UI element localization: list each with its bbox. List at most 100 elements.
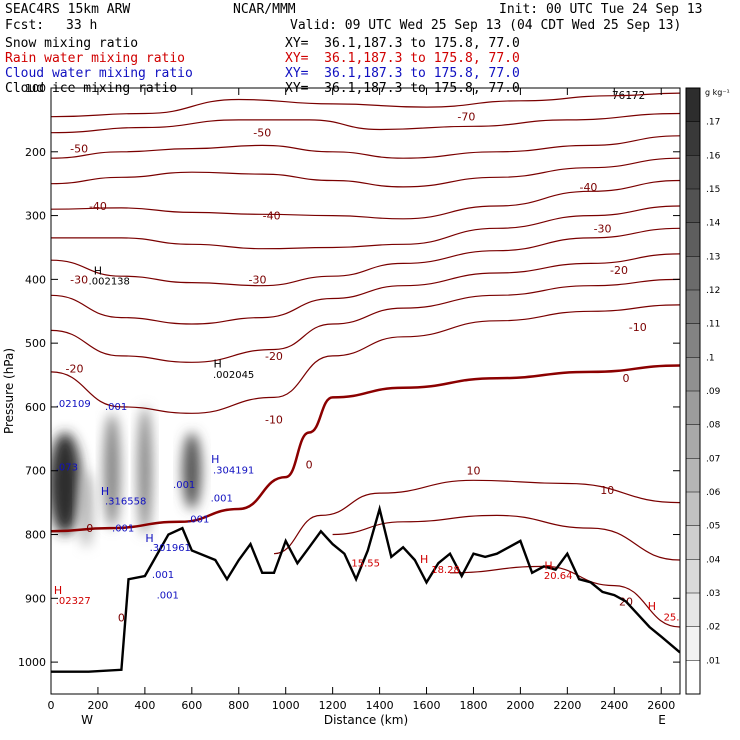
west-end-label: W [81, 713, 93, 727]
temperature-contour-line [51, 253, 680, 325]
y-axis-label: Pressure (hPa) [2, 348, 16, 434]
colorbar-bin [686, 626, 700, 661]
field-name-cloud-water: Cloud water mixing ratio [5, 66, 193, 81]
y-tick-label: 500 [25, 337, 46, 350]
x-tick-label: 800 [228, 699, 249, 712]
maximum-h-marker: H [145, 532, 153, 545]
x-tick-label: 600 [181, 699, 202, 712]
colorbar-bin [686, 121, 700, 156]
temperature-contour-line [51, 304, 680, 414]
colorbar-bin [686, 88, 700, 123]
maximum-h-marker: H [420, 553, 428, 566]
maximum-h-marker: H [648, 600, 656, 613]
temperature-contour-label: 0 [118, 611, 125, 624]
x-tick-label: 2200 [553, 699, 581, 712]
temperature-contour-label: 10 [466, 465, 480, 478]
temperature-contour-line [51, 278, 680, 363]
temperature-contour-label: 10 [600, 484, 614, 497]
y-tick-label: 600 [25, 401, 46, 414]
temperature-contour-line [449, 565, 680, 628]
temperature-contour-line [273, 479, 680, 555]
field-xy-cloud-water: XY= 36.1,187.3 to 175.8, 77.0 [285, 66, 520, 81]
maximum-value-label: 18.28 [431, 565, 460, 576]
colorbar-bin [686, 256, 700, 291]
temperature-contour-line [51, 205, 680, 250]
shaded-cell [182, 432, 202, 510]
maximum-value-label: .001 [112, 523, 134, 534]
colorbar-label: .14 [706, 219, 721, 229]
x-tick-label: 1200 [319, 699, 347, 712]
colorbar-label: .06 [706, 488, 721, 498]
center-label: NCAR/MMM [233, 2, 296, 17]
temperature-contour-line [51, 92, 680, 118]
maximum-h-marker: H [94, 264, 102, 277]
colorbar-bin [686, 458, 700, 493]
colorbar-label: .07 [706, 454, 720, 464]
colorbar-bin [686, 189, 700, 224]
colorbar-bin [686, 222, 700, 257]
colorbar-label: .05 [706, 522, 720, 532]
east-end-label: E [658, 713, 666, 727]
colorbar-label: .04 [706, 555, 721, 565]
maximum-value-label: .304191 [213, 465, 254, 476]
field-xy-snow: XY= 36.1,187.3 to 175.8, 77.0 [285, 36, 520, 51]
x-tick-label: 2400 [600, 699, 628, 712]
colorbar-bin [686, 323, 700, 358]
shaded-cell [51, 432, 82, 535]
y-tick-label: 800 [25, 529, 46, 542]
maximum-value-label: .001 [157, 590, 179, 601]
x-tick-label: 1400 [366, 699, 394, 712]
temperature-contour-label: -10 [629, 321, 647, 334]
shaded-cell [79, 470, 94, 548]
colorbar-bin [686, 559, 700, 594]
colorbar-bin [686, 290, 700, 325]
temperature-contour-label: -10 [265, 414, 283, 427]
x-tick-label: 1600 [413, 699, 441, 712]
forecast-hours: 33 h [66, 18, 98, 33]
colorbar-bin [686, 492, 700, 527]
temperature-contour-label: -70 [457, 111, 475, 124]
zero-degree-contour [51, 364, 680, 533]
temperature-contour-label: -20 [610, 264, 628, 277]
maximum-value-label: 25.07 [664, 613, 693, 624]
colorbar-bin [686, 155, 700, 190]
maximum-value-label: .02327 [56, 596, 91, 607]
x-tick-label: 2600 [647, 699, 675, 712]
temperature-contour-line [51, 157, 680, 188]
temperature-contour-label: -40 [579, 181, 597, 194]
colorbar-unit: g kg⁻¹ [705, 88, 730, 97]
maximum-h-marker: H [544, 560, 552, 573]
colorbar-label: .02 [706, 623, 720, 633]
model-title: SEAC4RS 15km ARW [5, 2, 131, 17]
temperature-contour-line [332, 514, 680, 561]
temperature-contour-line [51, 135, 680, 159]
x-tick-label: 1000 [272, 699, 300, 712]
forecast-label: Fcst: [5, 18, 45, 33]
temperature-contours: -70 -50 -50 -40 -40 -40 -30 -30 -30 -20 -20 -20 -10 -… [51, 92, 680, 628]
colorbar-label: .01 [706, 656, 720, 666]
colorbar-label: .08 [706, 421, 721, 431]
init-time: Init: 00 UTC Tue 24 Sep 13 [499, 2, 703, 17]
maximum-value-label: .001 [105, 402, 127, 413]
maximum-h-marker: H [211, 453, 219, 466]
temperature-contour-label: -40 [263, 210, 281, 223]
colorbar-label: .12 [706, 286, 720, 296]
colorbar-label: .11 [706, 320, 720, 330]
maximum-value-label: .301961 [150, 543, 191, 554]
maximum-value-label: .316558 [105, 497, 146, 508]
x-tick-label: 0 [48, 699, 55, 712]
temperature-contour-label: 0 [623, 372, 630, 385]
x-tick-label: 400 [134, 699, 155, 712]
plot-frame [50, 87, 681, 695]
maximum-value-label: .002138 [89, 276, 130, 287]
y-tick-label: 900 [25, 592, 46, 605]
maximum-value-label: .002045 [213, 370, 254, 381]
colorbar-label: .15 [706, 185, 720, 195]
shaded-cell [137, 406, 152, 535]
x-tick-label: 1800 [459, 699, 487, 712]
y-tick-label: 200 [25, 146, 46, 159]
temperature-contour-label: 0 [86, 522, 93, 535]
colorbar-label: .17 [706, 118, 720, 128]
